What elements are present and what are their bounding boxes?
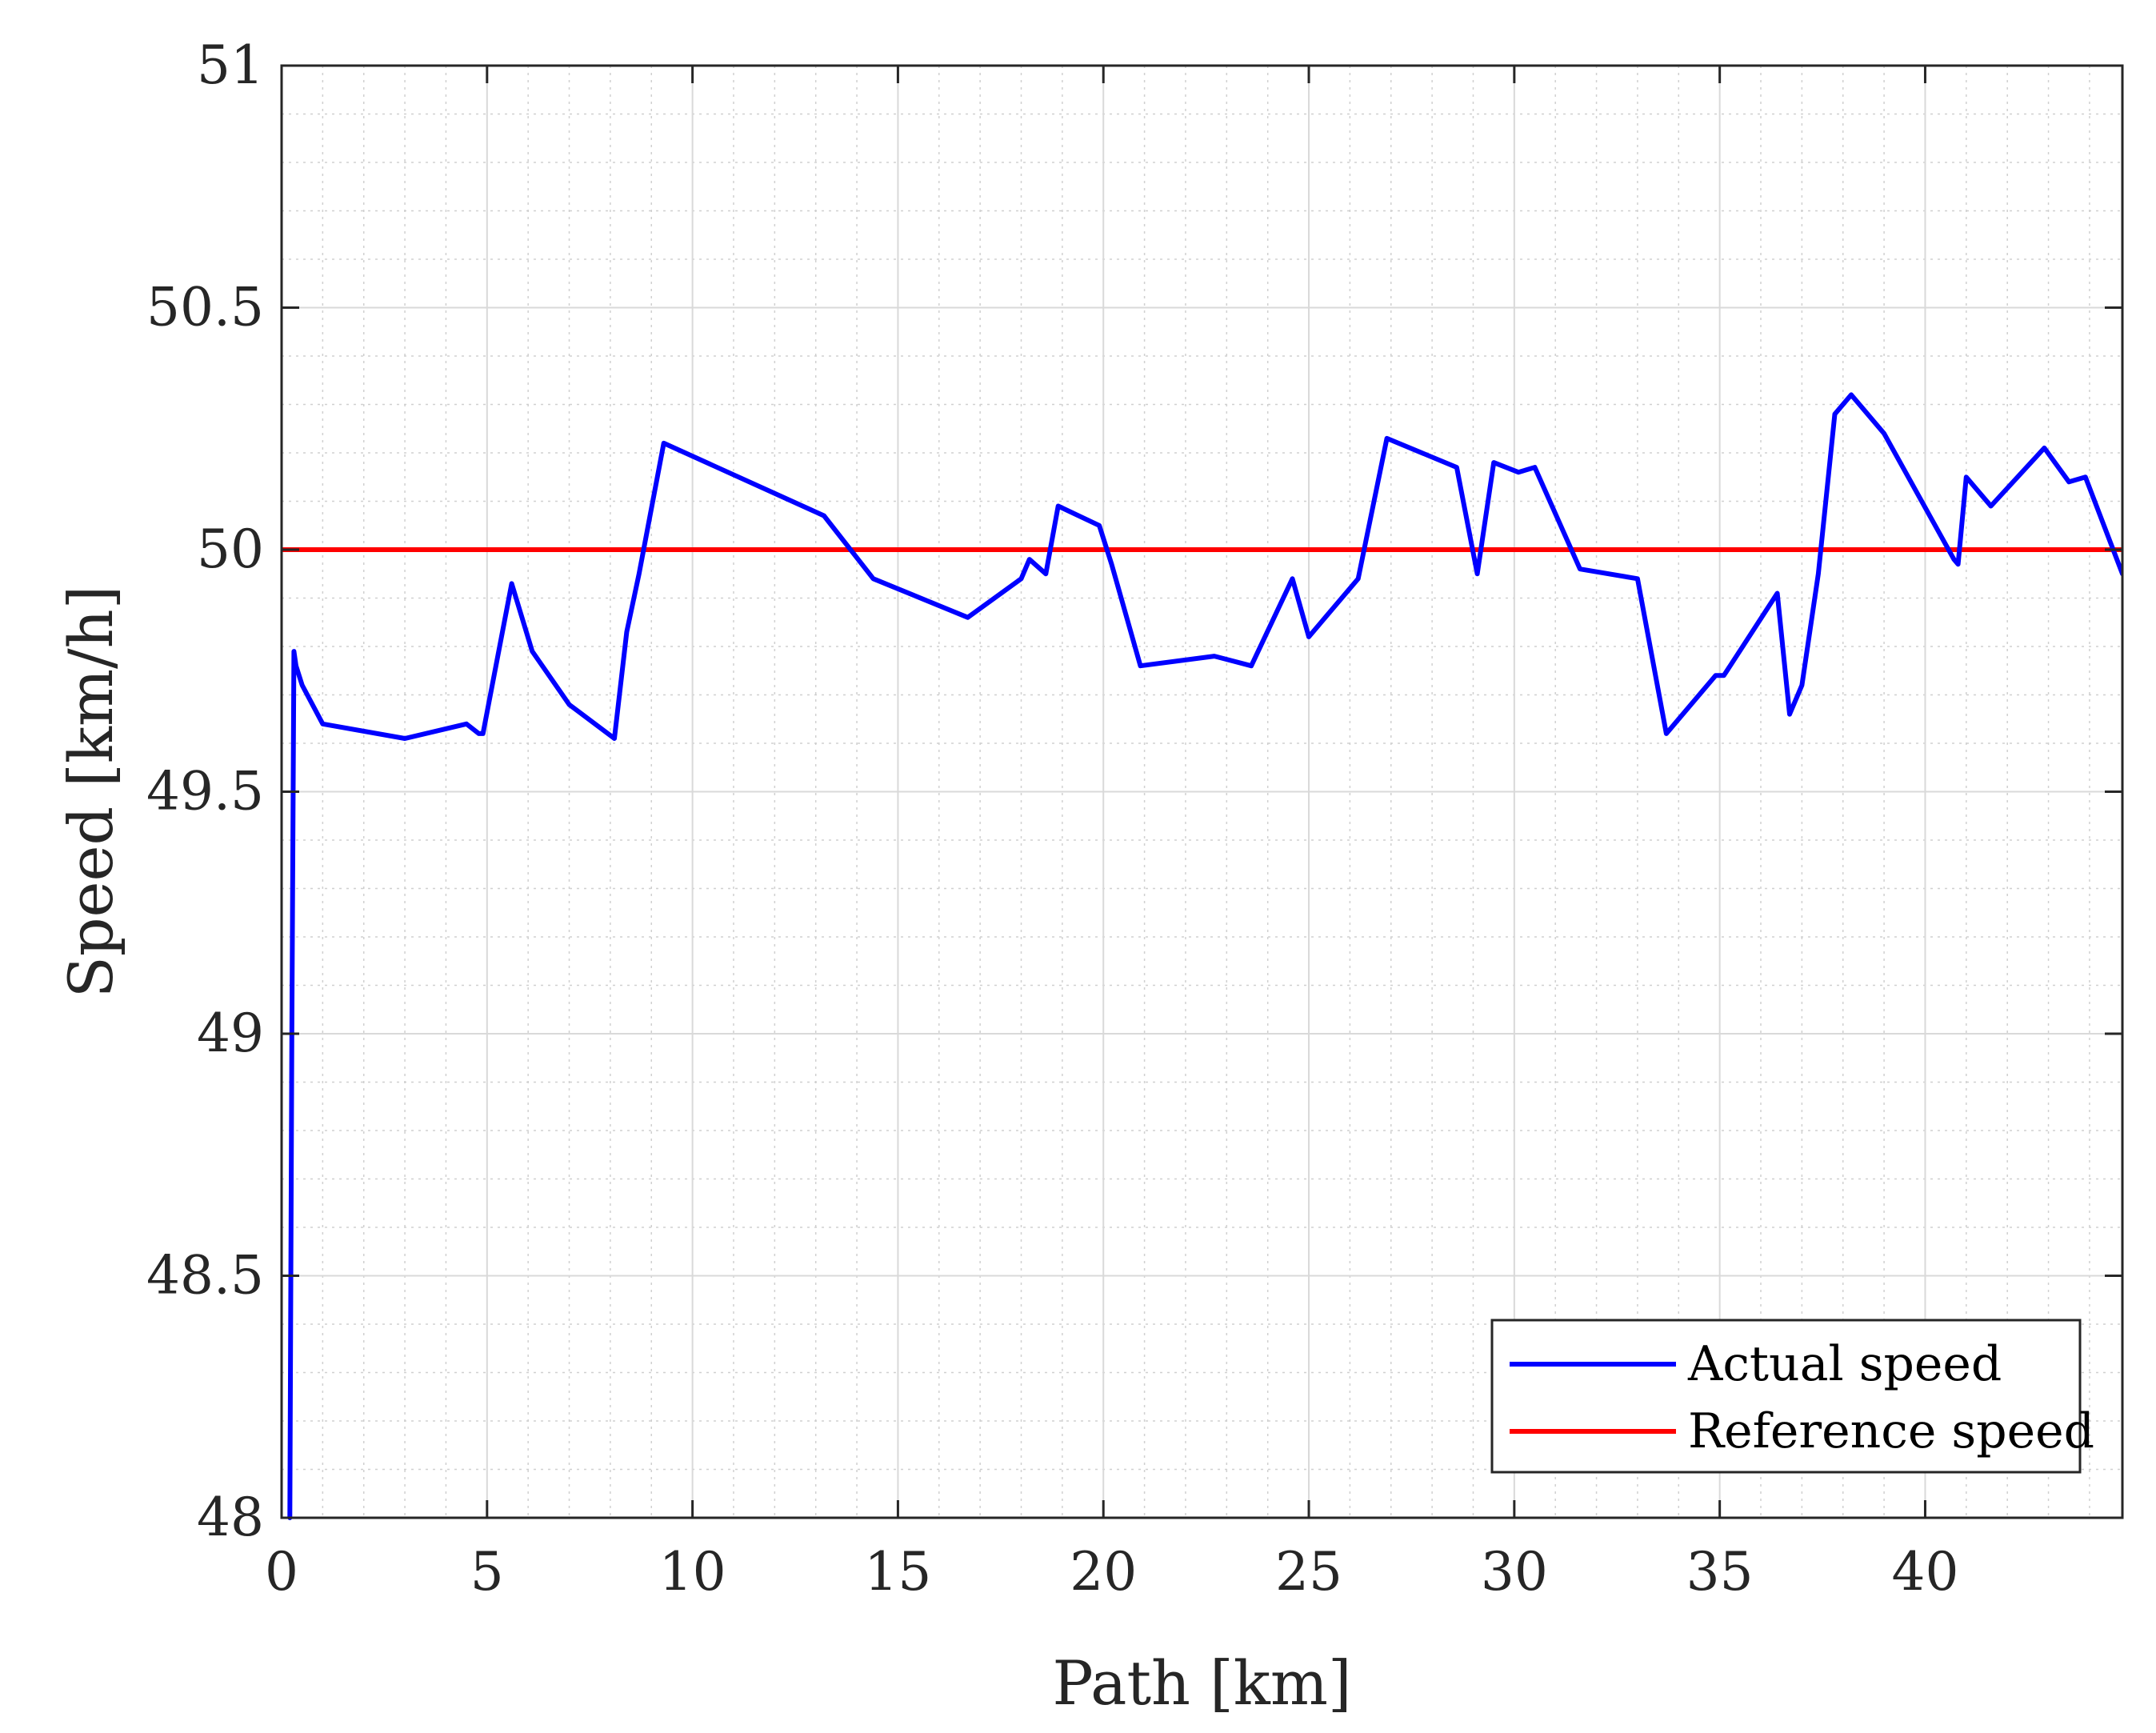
y-tick-label: 50: [197, 518, 264, 580]
x-tick-label: 10: [659, 1541, 726, 1603]
y-tick-label: 49.5: [146, 761, 264, 822]
y-tick-label: 48: [197, 1487, 264, 1548]
actual-speed-line: [287, 392, 2122, 1520]
x-tick-label: 5: [470, 1541, 504, 1603]
x-tick-label: 25: [1275, 1541, 1342, 1603]
x-tick-label: 20: [1070, 1541, 1137, 1603]
y-tick-labels: 48 48.5 49 49.5 50 50.5 51: [146, 34, 264, 1548]
x-tick-label: 0: [265, 1541, 298, 1603]
x-tick-label: 35: [1686, 1541, 1754, 1603]
series-layer: [282, 392, 2122, 1520]
x-tick-label: 15: [864, 1541, 931, 1603]
y-axis-title: Speed [km/h]: [55, 586, 126, 998]
y-tick-label: 50.5: [146, 277, 264, 338]
y-tick-label: 48.5: [146, 1245, 264, 1307]
legend-label-actual-speed: Actual speed: [1687, 1336, 2002, 1392]
y-tick-label: 49: [197, 1003, 264, 1064]
axis-ticks: [280, 64, 2122, 1519]
x-tick-labels: 0 5 10 15 20 25 30 35 40: [265, 1541, 1958, 1603]
y-tick-label: 51: [197, 34, 264, 96]
legend: Actual speed Reference speed: [1490, 1319, 2094, 1474]
legend-box: [1490, 1319, 2082, 1474]
legend-label-reference-speed: Reference speed: [1688, 1403, 2094, 1459]
x-tick-label: 30: [1481, 1541, 1548, 1603]
x-axis-title: Path [km]: [1052, 1647, 1351, 1719]
x-tick-label: 40: [1891, 1541, 1958, 1603]
